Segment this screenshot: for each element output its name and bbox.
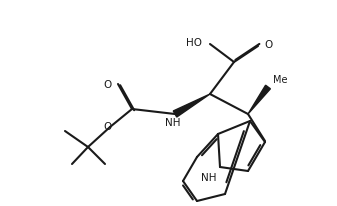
Text: O: O [104,121,112,131]
Text: HO: HO [186,38,202,48]
Text: Me: Me [273,75,287,85]
Text: NH: NH [165,117,181,127]
Text: O: O [104,80,112,90]
Text: O: O [264,40,272,50]
Polygon shape [173,95,210,117]
Text: NH: NH [202,172,217,182]
Polygon shape [248,86,270,115]
